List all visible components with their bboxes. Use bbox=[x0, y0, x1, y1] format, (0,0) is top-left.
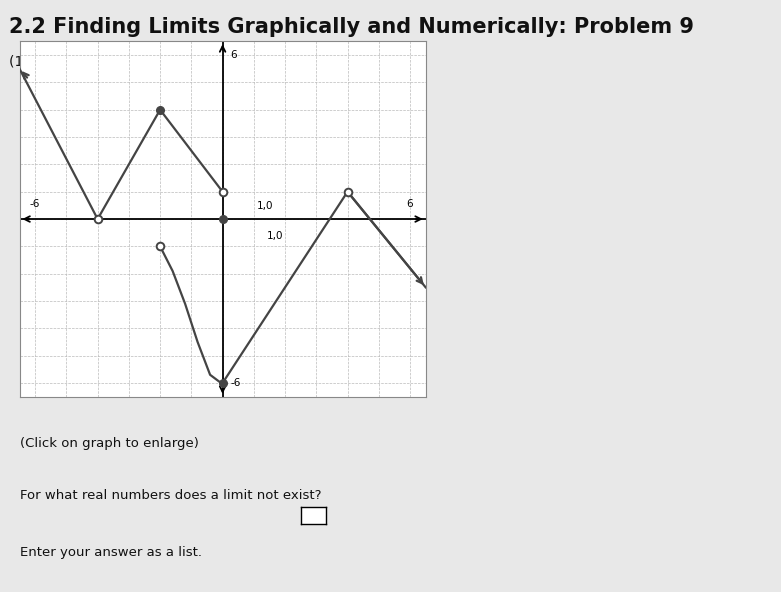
Text: (Click on graph to enlarge): (Click on graph to enlarge) bbox=[20, 437, 198, 451]
Text: 6: 6 bbox=[230, 50, 237, 60]
Text: 6: 6 bbox=[407, 200, 413, 210]
Text: 1,0: 1,0 bbox=[266, 231, 283, 242]
Text: -6: -6 bbox=[30, 200, 41, 210]
Text: 1,0: 1,0 bbox=[257, 201, 273, 211]
Text: (1 point): (1 point) bbox=[9, 56, 69, 69]
Text: -6: -6 bbox=[230, 378, 241, 388]
Text: Enter your answer as a list.: Enter your answer as a list. bbox=[20, 546, 201, 559]
Text: Consider the function with the graph below.: Consider the function with the graph bel… bbox=[20, 92, 312, 105]
Text: For what real numbers does a limit not exist?: For what real numbers does a limit not e… bbox=[20, 489, 321, 502]
Text: 2.2 Finding Limits Graphically and Numerically: Problem 9: 2.2 Finding Limits Graphically and Numer… bbox=[9, 17, 694, 37]
